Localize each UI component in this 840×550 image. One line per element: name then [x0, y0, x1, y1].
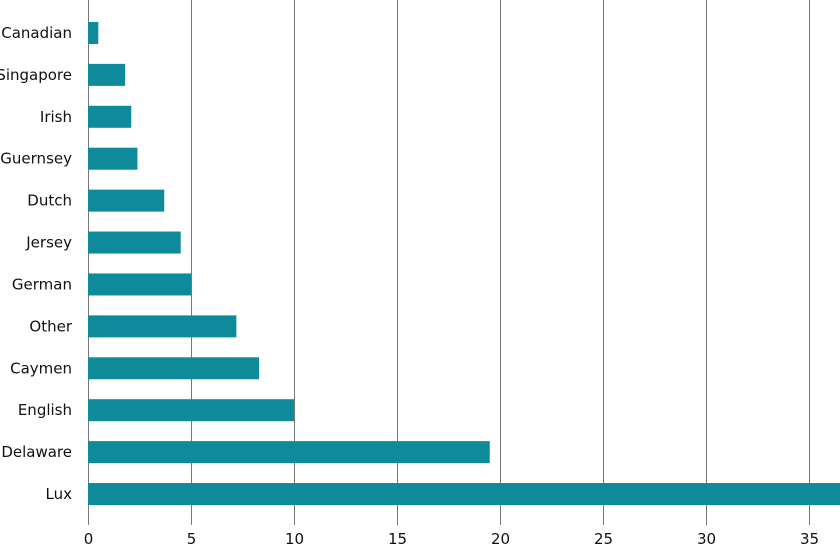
bar-english	[88, 399, 295, 422]
x-tick-label-25: 25	[594, 530, 613, 548]
category-label-other: Other	[29, 317, 72, 335]
x-tick-label-20: 20	[491, 530, 510, 548]
bar-lux	[88, 483, 840, 506]
bar-caymen	[88, 357, 260, 380]
category-label-guernsey: Guernsey	[0, 150, 72, 168]
gridlines	[88, 0, 810, 525]
x-tick-label-5: 5	[187, 530, 197, 548]
category-label-jersey: Jersey	[25, 234, 72, 252]
category-label-english: English	[18, 401, 72, 419]
bar-singapore	[88, 63, 126, 86]
category-label-dutch: Dutch	[27, 192, 72, 210]
category-label-german: German	[12, 275, 72, 293]
category-label-canadian: Canadian	[1, 24, 72, 42]
x-tick-labels: 0 5 10 15 20 25 30 35	[84, 530, 819, 548]
x-tick-label-30: 30	[697, 530, 716, 548]
bar-dutch	[88, 189, 165, 212]
bar-canadian	[88, 21, 99, 44]
category-label-caymen: Caymen	[10, 359, 72, 377]
x-tick-label-0: 0	[84, 530, 94, 548]
bar-jersey	[88, 231, 181, 254]
x-tick-label-15: 15	[388, 530, 407, 548]
category-labels: Canadian Singapore Irish Guernsey Dutch Jerse…	[0, 24, 73, 503]
bar-irish	[88, 105, 132, 128]
bar-delaware	[88, 441, 490, 464]
bar-guernsey	[88, 147, 138, 170]
category-label-singapore: Singapore	[0, 66, 72, 84]
category-label-irish: Irish	[40, 108, 72, 126]
x-tick-label-10: 10	[285, 530, 304, 548]
x-tick-label-35: 35	[800, 530, 819, 548]
category-label-lux: Lux	[46, 485, 73, 503]
bars	[88, 21, 840, 506]
bar-other	[88, 315, 237, 338]
bar-german	[88, 273, 192, 296]
category-label-delaware: Delaware	[1, 443, 72, 461]
